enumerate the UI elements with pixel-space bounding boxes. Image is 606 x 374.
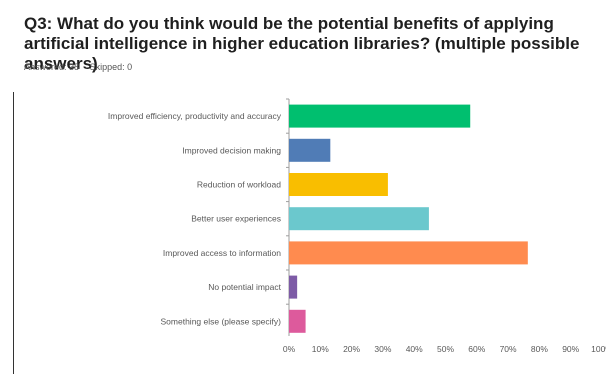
- category-label: Better user experiences: [191, 214, 281, 224]
- response-stats: Answered: 38 Skipped: 0: [24, 62, 140, 72]
- category-label: Something else (please specify): [161, 316, 282, 326]
- category-label: Improved decision making: [182, 145, 281, 155]
- x-tick-label: 10%: [312, 344, 329, 354]
- x-tick-label: 90%: [562, 344, 579, 354]
- x-tick-label: 40%: [406, 344, 423, 354]
- bar: [289, 309, 306, 333]
- category-label: Reduction of workload: [197, 180, 281, 190]
- bar: [289, 173, 388, 196]
- bar: [289, 138, 331, 162]
- category-label: Improved access to information: [163, 248, 281, 258]
- bar: [289, 241, 528, 265]
- category-label: Improved efficiency, productivity and ac…: [108, 111, 282, 121]
- panel-left-border: [13, 92, 14, 374]
- question-title: Q3: What do you think would be the poten…: [24, 14, 580, 73]
- x-tick-label: 80%: [531, 344, 548, 354]
- bar: [289, 207, 429, 231]
- x-tick-label: 30%: [374, 344, 391, 354]
- skipped-count: Skipped: 0: [89, 62, 133, 72]
- x-tick-label: 50%: [437, 344, 454, 354]
- bar: [289, 104, 471, 128]
- x-tick-label: 0%: [283, 344, 296, 354]
- x-tick-label: 100%: [591, 344, 606, 354]
- answered-count: Answered: 38: [24, 62, 80, 72]
- x-tick-label: 60%: [468, 344, 485, 354]
- category-label: No potential impact: [208, 282, 281, 292]
- bar: [289, 275, 298, 299]
- x-tick-label: 70%: [500, 344, 517, 354]
- x-tick-label: 20%: [343, 344, 360, 354]
